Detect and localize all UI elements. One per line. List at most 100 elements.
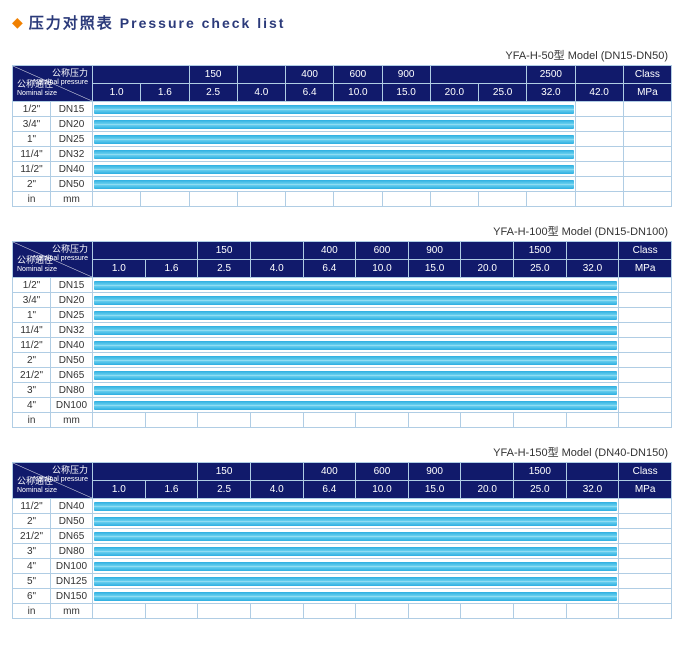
blank-cell — [619, 559, 672, 574]
blank-cell — [619, 368, 672, 383]
blank-cell — [145, 604, 198, 619]
mpa-cell: 6.4 — [303, 260, 356, 278]
class-cell: 2500 — [527, 66, 575, 84]
mpa-cell: 1.0 — [93, 481, 146, 499]
class-cell-blank — [566, 242, 619, 260]
size-row: 21/2"DN65 — [13, 368, 672, 383]
size-row: 3"DN80 — [13, 383, 672, 398]
size-row: 1/2"DN15 — [13, 278, 672, 293]
size-in: 2" — [13, 177, 51, 192]
class-cell-blank — [575, 66, 623, 84]
blank-cell — [566, 604, 619, 619]
blank-cell — [198, 413, 251, 428]
blank-cell — [575, 177, 623, 192]
size-in: 11/2" — [13, 499, 51, 514]
size-in: 1" — [13, 132, 51, 147]
mpa-unit-header: MPa — [619, 260, 672, 278]
pressure-bar — [94, 502, 617, 511]
size-mm: DN20 — [51, 293, 93, 308]
blank-cell — [93, 604, 146, 619]
pressure-bar — [94, 120, 574, 129]
blank-cell — [619, 323, 672, 338]
size-in: 5" — [13, 574, 51, 589]
size-row: 11/2"DN40 — [13, 499, 672, 514]
size-in: 2" — [13, 514, 51, 529]
blank-cell — [623, 102, 671, 117]
class-cell: 150 — [189, 66, 237, 84]
mpa-cell: 15.0 — [408, 481, 461, 499]
class-unit-header: Class — [619, 242, 672, 260]
size-mm: DN40 — [51, 338, 93, 353]
class-cell: 150 — [198, 242, 251, 260]
pressure-bar — [94, 105, 574, 114]
size-in: 1" — [13, 308, 51, 323]
pressure-bar — [94, 150, 574, 159]
pressure-bar-cell — [93, 147, 576, 162]
size-row: 11/4"DN32 — [13, 323, 672, 338]
pressure-bar — [94, 577, 617, 586]
size-row: 11/4"DN32 — [13, 147, 672, 162]
size-row: 3/4"DN20 — [13, 293, 672, 308]
blank-cell — [619, 499, 672, 514]
pressure-table: 公称压力Nominal pressure公称通径Nominal size 150… — [12, 241, 672, 428]
mpa-cell: 32.0 — [566, 481, 619, 499]
class-cell: 400 — [303, 463, 356, 481]
mpa-cell: 1.6 — [141, 84, 189, 102]
class-cell-blank — [461, 242, 514, 260]
blank-cell — [189, 192, 237, 207]
pressure-bar — [94, 165, 574, 174]
pressure-bar-cell — [93, 544, 619, 559]
pressure-bar-cell — [93, 308, 619, 323]
blank-cell — [198, 604, 251, 619]
pressure-bar — [94, 180, 574, 189]
title-en: Pressure check list — [120, 15, 286, 31]
size-in: 4" — [13, 398, 51, 413]
size-row: 2"DN50 — [13, 353, 672, 368]
blank-cell — [619, 544, 672, 559]
unit-in: in — [13, 413, 51, 428]
blank-cell — [141, 192, 189, 207]
mpa-cell: 1.0 — [93, 260, 146, 278]
size-row: 4"DN100 — [13, 559, 672, 574]
pressure-bar-cell — [93, 514, 619, 529]
pressure-bar — [94, 517, 617, 526]
mpa-cell: 2.5 — [198, 260, 251, 278]
class-cell: 900 — [382, 66, 430, 84]
class-cell: 1500 — [514, 463, 567, 481]
class-cell: 400 — [303, 242, 356, 260]
size-mm: DN100 — [51, 398, 93, 413]
pressure-table: 公称压力Nominal pressure公称通径Nominal size 150… — [12, 462, 672, 619]
table-wrap-0: YFA-H-50型 Model (DN15-DN50)公称压力Nominal p… — [12, 47, 676, 207]
mpa-unit-header: MPa — [619, 481, 672, 499]
mpa-cell: 32.0 — [566, 260, 619, 278]
blank-cell — [145, 413, 198, 428]
pressure-bar — [94, 281, 617, 290]
size-in: 3" — [13, 383, 51, 398]
size-row: 11/2"DN40 — [13, 162, 672, 177]
class-cell: 150 — [198, 463, 251, 481]
pressure-bar-cell — [93, 177, 576, 192]
blank-cell — [575, 117, 623, 132]
blank-cell — [286, 192, 334, 207]
size-mm: DN150 — [51, 589, 93, 604]
size-row: 3/4"DN20 — [13, 117, 672, 132]
pressure-bar-cell — [93, 559, 619, 574]
size-in: 11/4" — [13, 147, 51, 162]
size-row: 5"DN125 — [13, 574, 672, 589]
class-cell: 600 — [356, 463, 409, 481]
blank-cell — [479, 192, 527, 207]
size-row: 6"DN150 — [13, 589, 672, 604]
mpa-cell: 20.0 — [430, 84, 478, 102]
blank-cell — [619, 413, 672, 428]
pressure-bar-cell — [93, 117, 576, 132]
size-in: 3" — [13, 544, 51, 559]
pressure-bar — [94, 326, 617, 335]
class-cell: 400 — [286, 66, 334, 84]
blank-cell — [619, 338, 672, 353]
blank-cell — [575, 162, 623, 177]
blank-cell — [619, 353, 672, 368]
blank-cell — [619, 589, 672, 604]
size-in: 21/2" — [13, 529, 51, 544]
unit-row: inmm — [13, 192, 672, 207]
blank-cell — [575, 102, 623, 117]
